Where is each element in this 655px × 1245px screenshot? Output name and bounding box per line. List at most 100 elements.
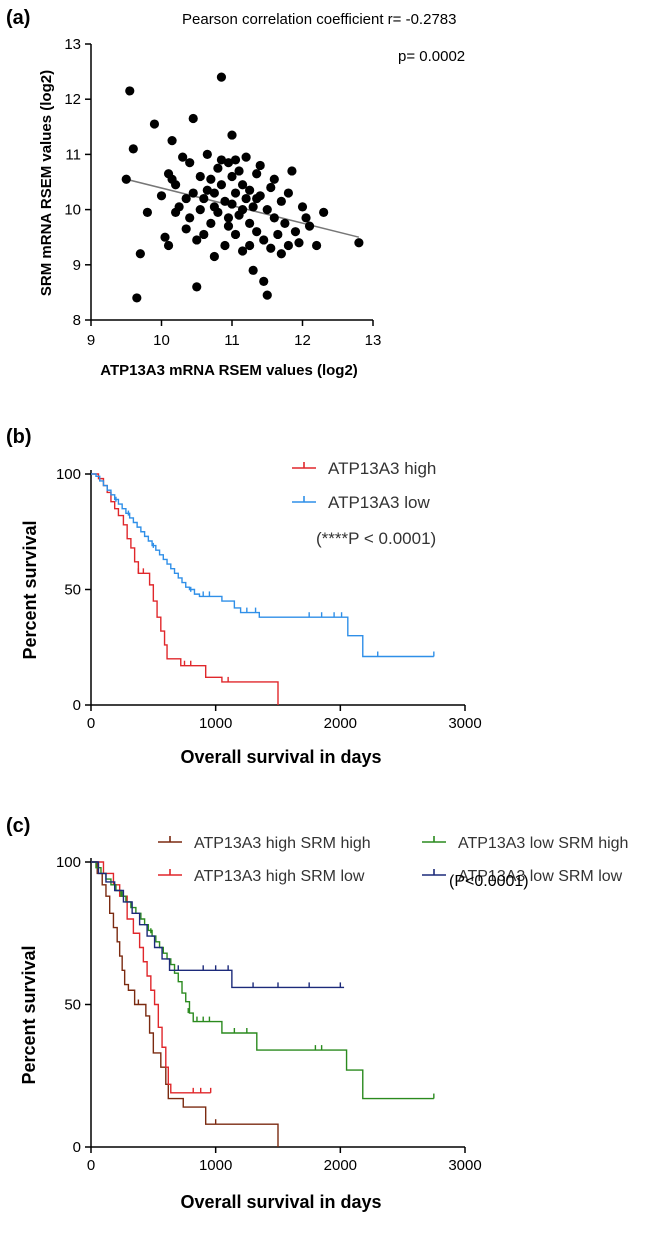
- scatter-point: [206, 174, 216, 184]
- scatter-point: [216, 155, 227, 165]
- scatter-point: [223, 213, 234, 223]
- scatter-point: [209, 251, 219, 262]
- scatter-point: [245, 185, 255, 195]
- scatter-point: [241, 193, 251, 204]
- scatter-point: [142, 207, 152, 217]
- scatter-point: [227, 199, 237, 209]
- scatter-point: [223, 158, 234, 168]
- scatter-point: [181, 224, 191, 234]
- km-curve-3: [91, 861, 434, 1100]
- legend-label-2: ATP13A3 high SRM low: [194, 868, 365, 885]
- scatter-point: [230, 155, 241, 165]
- scatter-point: [269, 213, 279, 223]
- panel-b-x-tick-label: 2000: [324, 715, 357, 732]
- scatter-point: [354, 238, 364, 248]
- scatter-point: [283, 188, 293, 198]
- panel-c-y-tick-label: 0: [73, 1139, 81, 1156]
- scatter-point: [262, 205, 272, 215]
- panel-c-xlabel: Overall survival in days: [180, 1192, 381, 1212]
- scatter-point: [223, 221, 234, 231]
- scatter-point: [276, 196, 286, 206]
- scatter-point: [167, 136, 177, 146]
- scatter-point: [174, 202, 184, 212]
- panel-c-y-tick-label: 50: [64, 997, 81, 1014]
- scatter-point: [202, 149, 212, 159]
- panel-c-curves: [91, 861, 435, 1147]
- panel-a-xlabel: ATP13A3 mRNA RSEM values (log2): [100, 362, 358, 379]
- panel-c-label: (c): [6, 815, 30, 837]
- panel-b-y-tick-label: 50: [64, 582, 81, 599]
- scatter-point: [245, 240, 255, 251]
- scatter-point: [188, 188, 198, 198]
- panel-a-y-tick-label: 12: [64, 91, 81, 108]
- scatter-point: [195, 171, 205, 182]
- legend-label-1: ATP13A3 high: [328, 459, 436, 478]
- panel-a-points: [121, 72, 364, 303]
- panel-a-y-tick-label: 13: [64, 36, 81, 53]
- scatter-point: [248, 265, 258, 275]
- scatter-point: [301, 213, 311, 223]
- scatter-point: [237, 180, 248, 190]
- scatter-point: [252, 169, 262, 179]
- panel-a-x-tick-label: 9: [87, 332, 95, 349]
- scatter-point: [266, 182, 276, 193]
- scatter-point: [227, 171, 237, 182]
- scatter-point: [294, 238, 304, 248]
- scatter-point: [252, 193, 262, 204]
- scatter-point: [280, 218, 290, 228]
- scatter-point: [216, 72, 227, 82]
- km-curve-2: [91, 861, 211, 1094]
- scatter-point: [185, 213, 195, 223]
- scatter-point: [248, 202, 258, 212]
- panel-a-y-tick-label: 9: [73, 257, 81, 274]
- scatter-point: [192, 282, 202, 292]
- scatter-point: [192, 235, 202, 245]
- panel-a-x-tick-label: 13: [365, 332, 382, 349]
- scatter-point: [135, 249, 145, 259]
- panel-c: (c) 0 1000 2000 3000 0 50 100 ATP13A3 high SRM…: [6, 815, 628, 1212]
- km-curve-2: [91, 473, 434, 658]
- panel-a-annotation: p= 0.0002: [398, 48, 465, 65]
- panel-a-title: Pearson correlation coefficient r= -0.27…: [182, 11, 456, 28]
- panel-c-x-tick-label: 0: [87, 1157, 95, 1174]
- panel-b-curves: [91, 473, 435, 705]
- scatter-point: [199, 193, 209, 204]
- scatter-point: [121, 174, 131, 184]
- panel-a-y-tick-label: 10: [64, 202, 81, 219]
- panel-b-x-tick-label: 1000: [199, 715, 232, 732]
- panel-b-y-tick-label: 0: [73, 697, 81, 714]
- scatter-point: [237, 205, 248, 215]
- scatter-point: [149, 119, 160, 129]
- scatter-point: [230, 188, 241, 198]
- km-curve-4: [91, 861, 345, 989]
- scatter-point: [234, 166, 244, 176]
- scatter-point: [273, 229, 283, 240]
- panel-c-y-tick-label: 100: [56, 854, 81, 871]
- panel-b-xlabel: Overall survival in days: [180, 747, 381, 767]
- panel-a-x-tick-label: 10: [153, 332, 170, 349]
- panel-a-y-tick-label: 11: [65, 146, 81, 163]
- km-curve-1: [91, 861, 279, 1147]
- legend-label-4: ATP13A3 low SRM low: [458, 868, 623, 885]
- scatter-point: [178, 152, 188, 162]
- scatter-point: [290, 227, 301, 237]
- scatter-point: [185, 158, 195, 168]
- panel-b-x-tick-label: 3000: [448, 715, 481, 732]
- scatter-point: [269, 174, 279, 184]
- panel-a-label: (a): [6, 7, 30, 29]
- scatter-point: [171, 180, 181, 190]
- panel-b-axes: 0 1000 2000 3000 0 50 100: [56, 466, 482, 732]
- scatter-point: [287, 166, 297, 176]
- panel-c-axes: 0 1000 2000 3000 0 50 100: [56, 854, 482, 1174]
- scatter-point: [213, 163, 223, 173]
- panel-c-ylabel: Percent survival: [19, 945, 39, 1084]
- scatter-point: [266, 243, 276, 253]
- scatter-point: [209, 188, 219, 198]
- scatter-point: [206, 218, 216, 228]
- scatter-point: [255, 160, 265, 171]
- panel-c-x-tick-label: 2000: [324, 1157, 357, 1174]
- scatter-point: [163, 240, 174, 251]
- scatter-point: [202, 185, 212, 195]
- scatter-point: [230, 229, 241, 240]
